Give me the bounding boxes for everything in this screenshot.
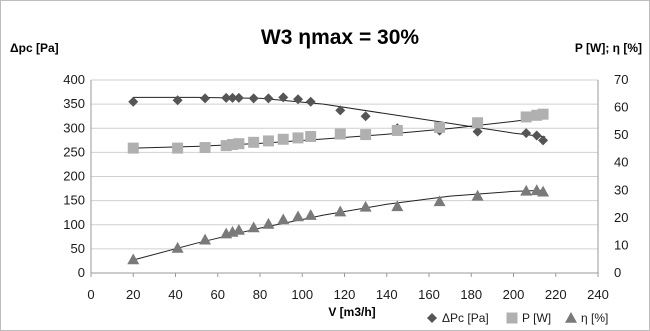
left-tick-label: 350 (63, 96, 85, 111)
dpc-point (227, 92, 238, 103)
right-tick-label: 0 (614, 265, 621, 280)
right-tick-label: 60 (614, 100, 628, 115)
power-point (537, 108, 549, 120)
x-tick-label: 180 (460, 287, 482, 302)
right-tick-label: 30 (614, 182, 628, 197)
x-tick-label: 20 (126, 287, 140, 302)
efficiency-point (471, 189, 484, 201)
legend: ΔPc [Pa] P [W] η [%] (427, 311, 608, 325)
x-tick-label: 240 (587, 287, 609, 302)
x-tick-label: 40 (168, 287, 182, 302)
dpc-point (221, 92, 232, 103)
power-point (248, 136, 260, 148)
dpc-point (335, 105, 346, 116)
legend-marker (427, 313, 437, 323)
efficiency-point (127, 253, 140, 265)
power-point (277, 133, 289, 145)
legend-label: η [%] (581, 311, 608, 325)
left-tick-label: 400 (63, 72, 85, 87)
right-tick-label: 50 (614, 127, 628, 142)
power-point (334, 128, 346, 140)
plot-area: 0 50 100 150 200 250 300 350 400 0 10 20 30 40 50 60 70 0… (63, 72, 628, 302)
power-point (531, 109, 543, 121)
x-tick-label: 80 (253, 287, 267, 302)
efficiency-point (262, 217, 275, 229)
left-tick-label: 200 (63, 169, 85, 184)
efficiency-point (232, 223, 245, 235)
power-point (220, 140, 232, 152)
right-tick-label: 10 (614, 237, 628, 252)
power-point (305, 131, 317, 143)
dpc-point (278, 92, 289, 103)
dpc-point (172, 95, 183, 106)
x-tick-label: 120 (334, 287, 356, 302)
left-tick-label: 100 (63, 217, 85, 232)
x-tick-label: 100 (291, 287, 313, 302)
x-axis-title: V [m3/h] (328, 305, 375, 319)
right-axis-title: P [W]; η [%] (575, 41, 642, 55)
power-point (292, 132, 304, 144)
efficiency-point (277, 213, 290, 225)
x-tick-label: 60 (211, 287, 225, 302)
right-tick-label: 40 (614, 155, 628, 170)
power-point (472, 117, 484, 129)
power-point (199, 142, 211, 154)
x-tick-label: 200 (503, 287, 525, 302)
right-tick-label: 70 (614, 72, 628, 87)
x-tick-label: 160 (418, 287, 440, 302)
efficiency-point (537, 185, 550, 197)
x-tick-label: 220 (545, 287, 567, 302)
legend-label: P [W] (522, 311, 551, 325)
power-point (262, 135, 274, 147)
efficiency-point (171, 241, 184, 253)
efficiency-point (292, 210, 305, 222)
power-point (520, 111, 532, 123)
power-point (360, 129, 372, 141)
dpc-point (538, 135, 549, 146)
chart-title: W3 ηmax = 30% (261, 26, 419, 49)
left-tick-label: 300 (63, 120, 85, 135)
efficiency-point (247, 221, 260, 233)
dpc-point (128, 96, 139, 107)
dpc-point (233, 92, 244, 103)
dpc-point (248, 93, 259, 104)
efficiency-point (199, 233, 212, 245)
power-point (391, 124, 403, 136)
x-tick-label: 140 (376, 287, 398, 302)
dpc-point (200, 93, 211, 104)
power-point (172, 142, 184, 154)
power-point (127, 142, 139, 154)
dpc-point (472, 126, 483, 137)
dpc-point (263, 93, 274, 104)
dpc-point (305, 96, 316, 107)
efficiency-point (334, 205, 347, 217)
efficiency-point (391, 200, 404, 212)
right-tick-label: 20 (614, 210, 628, 225)
left-tick-label: 150 (63, 193, 85, 208)
power-point (233, 138, 245, 150)
legend-marker (506, 312, 518, 324)
left-tick-label: 0 (78, 265, 85, 280)
legend-label: ΔPc [Pa] (442, 311, 489, 325)
left-tick-label: 50 (71, 241, 85, 256)
x-tick-label: 0 (87, 287, 94, 302)
dpc-point (531, 130, 542, 141)
efficiency-point (433, 195, 446, 207)
power-point (227, 139, 239, 151)
legend-marker (565, 312, 577, 323)
dpc-point (360, 111, 371, 122)
dpc-point (293, 94, 304, 105)
left-axis-title: Δpc [Pa] (10, 41, 59, 55)
power-point (434, 121, 446, 133)
left-tick-label: 250 (63, 144, 85, 159)
dpc-point (521, 128, 532, 139)
efficiency-point (359, 200, 372, 212)
efficiency-point (304, 209, 317, 220)
efficiency-point (520, 184, 533, 196)
